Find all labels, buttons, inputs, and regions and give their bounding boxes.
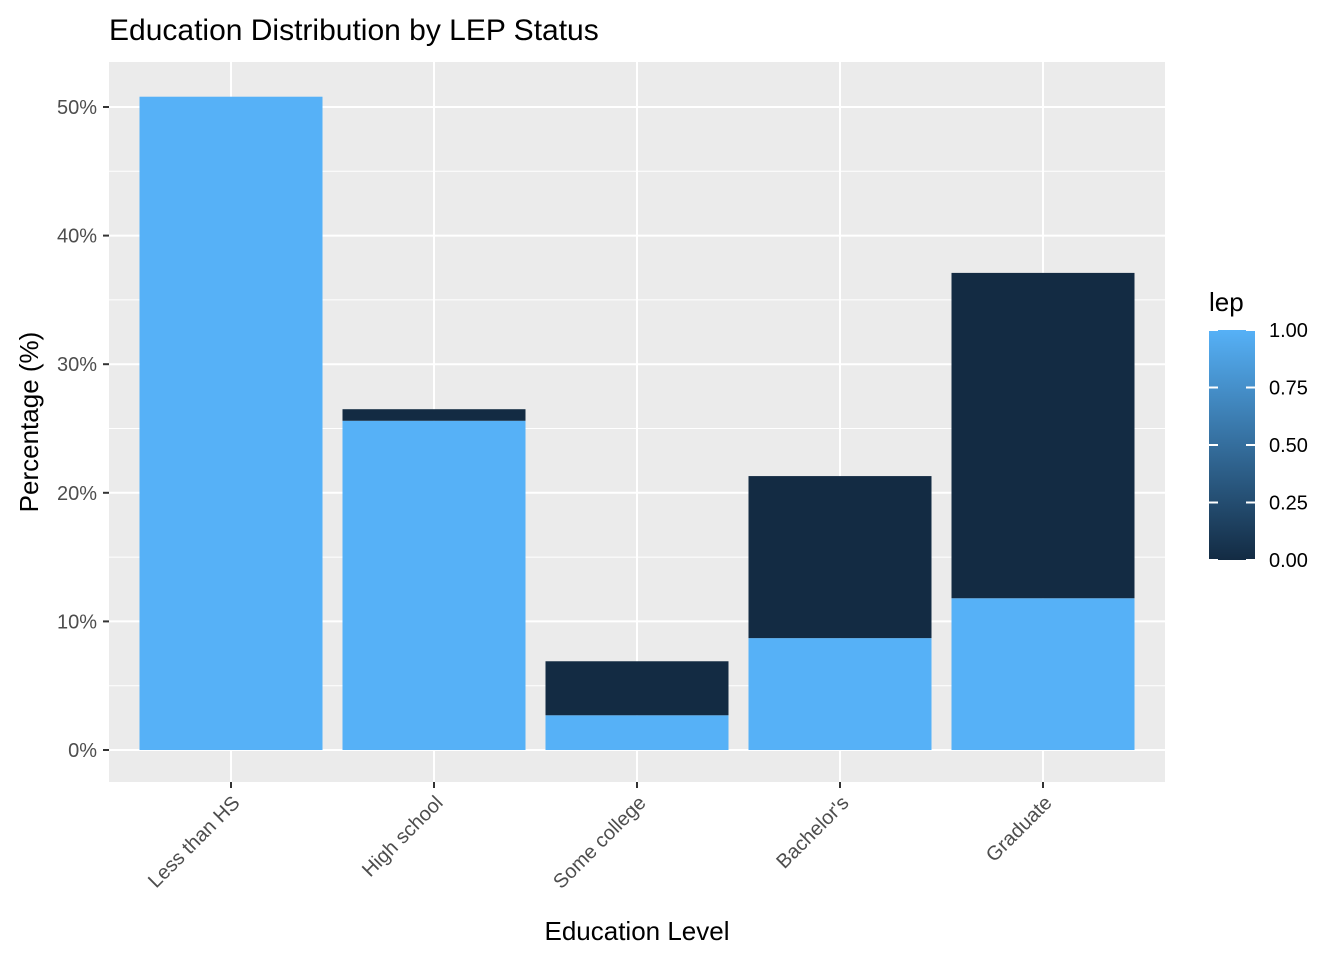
bar-segment [951,272,1135,599]
legend-label: 1.00 [1269,320,1308,342]
legend-title: lep [1209,287,1244,317]
legend-label: 0.75 [1269,378,1308,400]
bars [139,96,1135,751]
bar-segment [545,715,729,750]
bar-segment [951,598,1135,750]
y-tick-label: 10% [57,611,97,633]
x-axis: Less than HS High school Some college Bache… [144,782,1057,893]
y-tick-label: 20% [57,483,97,505]
y-tick-label: 50% [57,97,97,119]
x-tick-label: Some college [549,792,650,893]
x-tick-label: Less than HS [144,792,244,892]
bar-segment [342,420,526,750]
x-tick-label: High school [358,792,447,881]
legend-ticks: 1.00 0.75 0.50 0.25 0.00 [1209,320,1308,572]
x-axis-title: Education Level [544,916,729,946]
legend-label: 0.00 [1269,550,1308,572]
legend-label: 0.50 [1269,435,1308,457]
chart-title: Education Distribution by LEP Status [109,14,599,47]
legend: lep 1.00 0.75 0.50 0.25 0.00 [1209,287,1308,572]
y-axis: 0% 10% 20% 30% 40% 50% [57,97,109,762]
x-tick-label: Bachelor's [772,792,853,873]
y-tick-label: 0% [68,740,97,762]
y-tick-label: 30% [57,354,97,376]
y-axis-title: Percentage (%) [14,332,44,513]
bar-segment [342,409,526,421]
legend-label: 0.25 [1269,493,1308,515]
y-tick-label: 40% [57,226,97,248]
bar-segment [139,96,323,751]
x-tick-label: Graduate [982,792,1057,867]
bar-segment [545,661,729,716]
bar-segment [748,476,932,639]
bar-segment [748,638,932,750]
